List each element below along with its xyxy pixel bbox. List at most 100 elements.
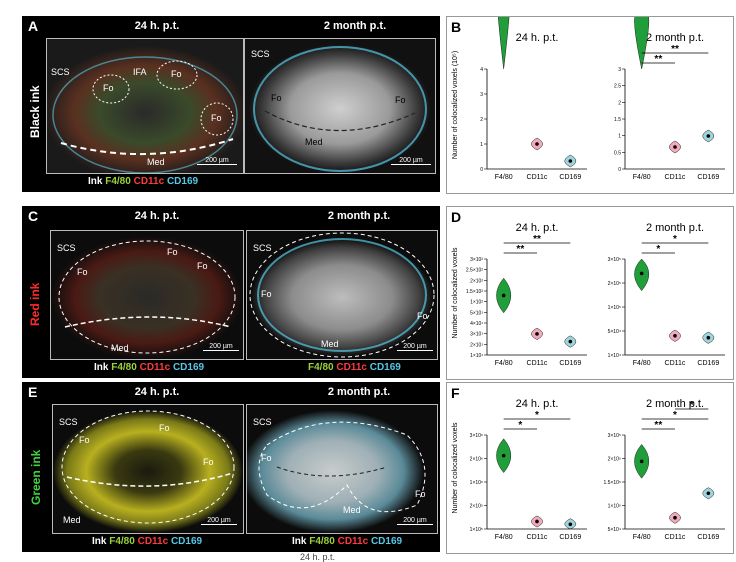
- y-tick-label: 1×10²: [470, 300, 483, 306]
- micrograph-a-2mo: SCS Fo Fo Med 200 µm: [244, 38, 436, 174]
- y-tick-label: 1.5×10²: [466, 289, 483, 295]
- y-tick-label: 3×10¹: [470, 332, 483, 338]
- scalebar-c-right: 200 µm: [397, 343, 433, 351]
- y-tick-label: 3×10⁵: [608, 433, 621, 439]
- x-tick-label: CD169: [559, 534, 581, 541]
- legend-a-f480: F4/80: [105, 176, 131, 187]
- significance-label: **: [516, 244, 524, 255]
- legend-c-f480: F4/80: [111, 362, 137, 373]
- side-label-e: Green ink: [29, 449, 43, 505]
- anno-a2-scs: SCS: [251, 49, 270, 59]
- legend-e2-f480: F4/80: [309, 536, 335, 547]
- median-point: [568, 159, 573, 163]
- panel-a: A Black ink 24 h. p.t. 2 month p.t. SCS …: [22, 16, 440, 192]
- median-point: [501, 453, 506, 458]
- x-tick-label: F4/80: [633, 174, 651, 181]
- significance-label: *: [656, 244, 660, 255]
- y-tick-label: 0.5: [614, 150, 621, 156]
- x-tick-label: CD11c: [665, 360, 686, 367]
- legend-c2-f480: F4/80: [308, 362, 334, 373]
- y-tick-label: 1×10⁵: [608, 504, 621, 510]
- title-a-right: 2 month p.t.: [323, 20, 387, 32]
- anno-a-med: Med: [147, 157, 165, 167]
- micrograph-e-24h: SCS Fo Fo Fo Med 200 µm: [52, 404, 244, 534]
- title-e-left: 24 h. p.t.: [134, 386, 180, 398]
- y-axis-label: Number of colocalized voxels: [452, 247, 459, 339]
- subplot-title: 2 month p.t.: [646, 222, 704, 234]
- anno-c-fo2: Fo: [167, 247, 178, 257]
- side-label-c: Red ink: [28, 282, 42, 326]
- significance-label: *: [690, 400, 694, 411]
- x-tick-label: CD11c: [527, 360, 548, 367]
- legend-e-ink: Ink: [92, 536, 107, 547]
- micrograph-c-24h-overlay: [58, 240, 236, 354]
- median-point: [568, 339, 573, 344]
- x-tick-label: CD169: [697, 174, 719, 181]
- median-point: [706, 134, 711, 138]
- subplot-title: 24 h. p.t.: [516, 32, 559, 44]
- chart-b-svg: Number of colocalized voxels (10⁵) 24 h. …: [452, 17, 725, 181]
- y-tick-label: 2×10⁵: [608, 281, 621, 287]
- significance-label: *: [673, 234, 677, 245]
- y-tick-label: 2×10⁶: [470, 457, 483, 463]
- panel-label-a: A: [28, 18, 39, 34]
- panel-label-f: F: [451, 385, 460, 401]
- y-tick-label: 1.5: [614, 117, 621, 123]
- scalebar-a-right: 200 µm: [391, 157, 431, 165]
- panel-e: E Green ink 24 h. p.t. 2 month p.t. SCS …: [22, 382, 440, 552]
- median-point: [706, 335, 711, 340]
- y-tick-label: 5×10⁴: [608, 527, 621, 533]
- median-point: [639, 459, 644, 464]
- median-point: [568, 522, 573, 527]
- median-point: [673, 145, 677, 149]
- anno-c-fo1: Fo: [77, 267, 88, 277]
- median-point: [535, 332, 539, 336]
- violin-f480: [634, 17, 650, 70]
- x-tick-label: F4/80: [633, 360, 651, 367]
- legend-e-right: Ink F4/80 CD11c CD169: [292, 536, 402, 547]
- x-tick-label: F4/80: [495, 360, 513, 367]
- significance-label: **: [654, 420, 662, 431]
- violin-f480: [497, 17, 510, 70]
- y-tick-label: 4: [480, 67, 483, 73]
- y-tick-label: 1×10¹: [470, 353, 483, 359]
- y-tick-label: 5×10⁴: [608, 329, 621, 335]
- legend-c-right: F4/80 CD11c CD169: [308, 362, 401, 373]
- y-tick-label: 0: [480, 167, 483, 173]
- legend-c2-cd169: CD169: [369, 362, 401, 373]
- anno-a-fo2: Fo: [171, 69, 182, 79]
- anno-c2-fo2: Fo: [417, 311, 428, 321]
- chart-d-svg: Number of colocalized voxels 24 h. p.t. 1×…: [452, 222, 725, 367]
- subplot-title: 24 h. p.t.: [516, 222, 559, 234]
- title-a-left: 24 h. p.t.: [134, 20, 180, 32]
- y-tick-label: 2×10¹: [470, 342, 483, 348]
- anno-c-med: Med: [111, 343, 129, 353]
- median-point: [706, 491, 711, 496]
- panel-label-d: D: [451, 209, 462, 225]
- median-point: [501, 293, 506, 298]
- median-point: [673, 515, 677, 520]
- micrograph-e-24h-overlay: [61, 410, 235, 524]
- anno-e-fo2: Fo: [159, 423, 170, 433]
- chart-f-svg: Number of colocalized voxels 24 h. p.t. 1×…: [452, 398, 725, 541]
- chart-f: F Number of colocalized voxels 24 h. p.t.…: [446, 382, 734, 554]
- anno-a2-med: Med: [305, 137, 323, 147]
- legend-a-ink: Ink: [88, 176, 103, 187]
- scalebar-e-left: 200 µm: [201, 517, 237, 525]
- x-tick-label: CD169: [697, 534, 719, 541]
- subplot-title: 24 h. p.t.: [516, 398, 559, 410]
- legend-e-f480: F4/80: [109, 536, 135, 547]
- chart-b: B Number of colocalized voxels (10⁵) 24 h…: [446, 16, 734, 194]
- micrograph-c-2mo-overlay: [249, 232, 435, 358]
- y-tick-label: 2×10²: [470, 278, 483, 284]
- x-tick-label: CD169: [559, 360, 581, 367]
- significance-label: *: [673, 410, 677, 421]
- anno-e-scs: SCS: [59, 417, 78, 427]
- x-tick-label: CD169: [697, 360, 719, 367]
- legend-c-ink: Ink: [94, 362, 109, 373]
- anno-a-scs: SCS: [51, 67, 70, 77]
- panel-label-e: E: [28, 384, 38, 400]
- y-tick-label: 1×10⁵: [608, 305, 621, 311]
- y-axis-label: Number of colocalized voxels (10⁵): [452, 51, 459, 159]
- title-e-right: 2 month p.t.: [327, 386, 391, 398]
